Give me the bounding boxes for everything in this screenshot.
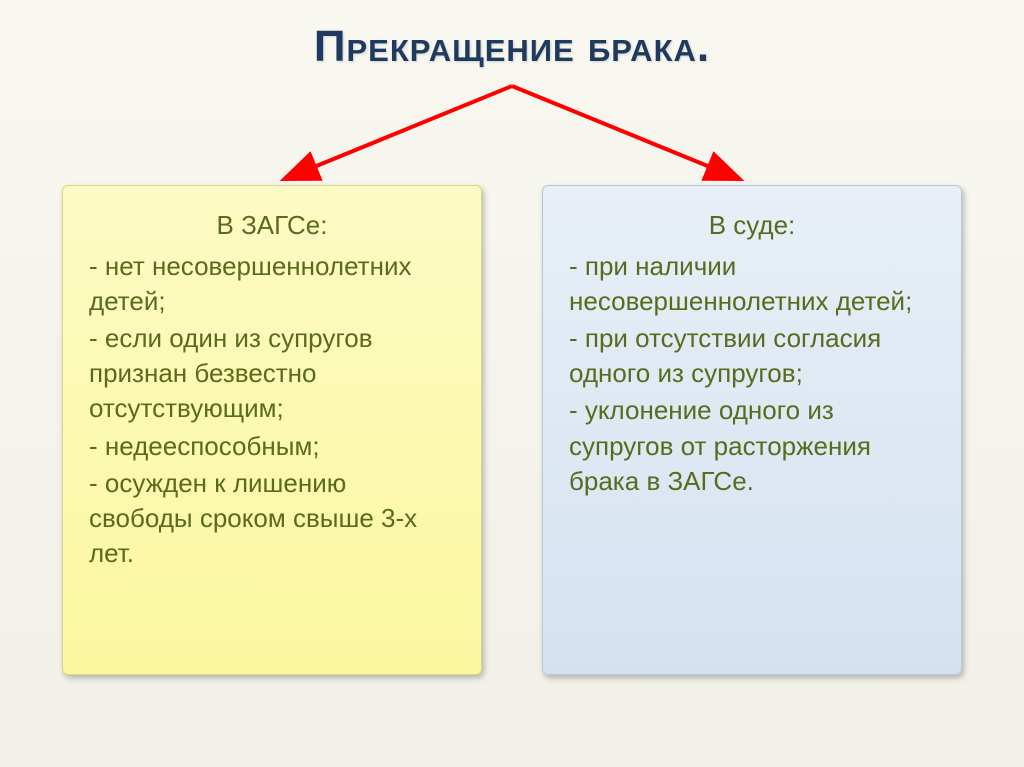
item-text: при наличии несовершеннолетних детей; <box>569 251 912 316</box>
item-text: уклонение одного из супругов от расторже… <box>569 395 871 495</box>
item-text: недееспособным; <box>105 431 320 461</box>
item-text: осужден к лишению свободы сроком свыше 3… <box>89 468 417 568</box>
box-court: В суде: - при наличии несовершеннолетних… <box>542 185 962 675</box>
item-text: нет несовершеннолетних детей; <box>89 251 411 316</box>
list-item: - недееспособным; <box>89 429 455 464</box>
box-zags: В ЗАГСе: - нет несовершеннолетних детей;… <box>62 185 482 675</box>
item-text: если один из супругов признан безвестно … <box>89 323 373 423</box>
box-court-list: - при наличии несовершеннолетних детей; … <box>569 249 935 499</box>
list-item: - при отсутствии согласия одного из супр… <box>569 321 935 391</box>
page-title: Прекращение брака. <box>0 0 1024 72</box>
boxes-container: В ЗАГСе: - нет несовершеннолетних детей;… <box>0 185 1024 675</box>
list-item: - осужден к лишению свободы сроком свыше… <box>89 466 455 571</box>
list-item: - если один из супругов признан безвестн… <box>89 321 455 426</box>
list-item: - при наличии несовершеннолетних детей; <box>569 249 935 319</box>
list-item: - уклонение одного из супругов от растор… <box>569 393 935 498</box>
list-item: - нет несовершеннолетних детей; <box>89 249 455 319</box>
box-court-header: В суде: <box>569 208 935 243</box>
box-zags-header: В ЗАГСе: <box>89 208 455 243</box>
box-zags-list: - нет несовершеннолетних детей; - если о… <box>89 249 455 571</box>
branch-arrows <box>212 78 812 188</box>
item-text: при отсутствии согласия одного из супруг… <box>569 323 881 388</box>
